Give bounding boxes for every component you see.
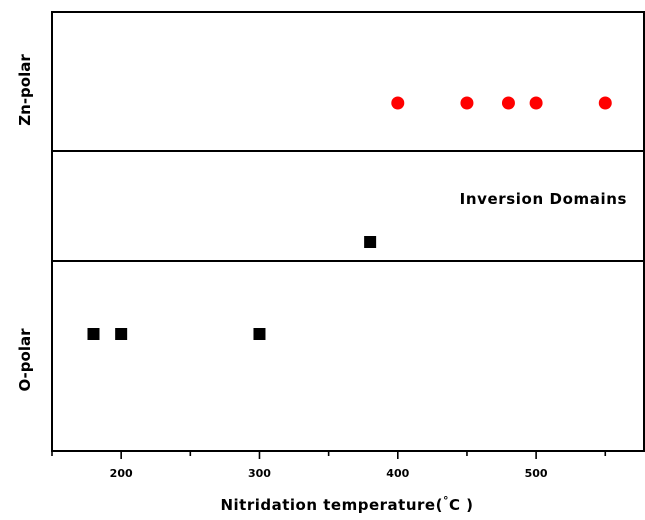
- x-axis-title-unit: C ): [449, 496, 474, 514]
- plot-frame: [51, 11, 645, 452]
- plot-border: [51, 11, 645, 452]
- x-tick-label: 200: [110, 467, 133, 480]
- x-tick-label: 500: [525, 467, 548, 480]
- data-point-zn-polar: [391, 96, 405, 110]
- data-point-zn-polar: [460, 96, 474, 110]
- zn-polar-label: Zn-polar: [16, 54, 34, 126]
- labels: Nitridation temperature(°C ) Zn-polar Inve…: [16, 54, 627, 514]
- data-points: [87, 96, 612, 340]
- x-tick-label: 400: [386, 467, 409, 480]
- data-point-o-polar: [115, 328, 128, 340]
- o-polar-label: O-polar: [16, 328, 34, 392]
- data-point-zn-polar: [529, 96, 543, 110]
- data-point-zn-polar: [598, 96, 612, 110]
- x-axis-title-main: Nitridation temperature(: [220, 496, 442, 514]
- x-axis-title-degree: °: [443, 494, 449, 507]
- x-tick-label: 300: [248, 467, 271, 480]
- data-point-o-polar: [87, 328, 100, 340]
- data-point-o-polar: [253, 328, 266, 340]
- data-point-inversion: [364, 236, 377, 248]
- data-point-zn-polar: [501, 96, 515, 110]
- x-axis-ticks: 200 300 400 500: [51, 451, 607, 480]
- x-axis-title: Nitridation temperature(°C ): [220, 494, 473, 514]
- inversion-label: Inversion Domains: [460, 190, 627, 208]
